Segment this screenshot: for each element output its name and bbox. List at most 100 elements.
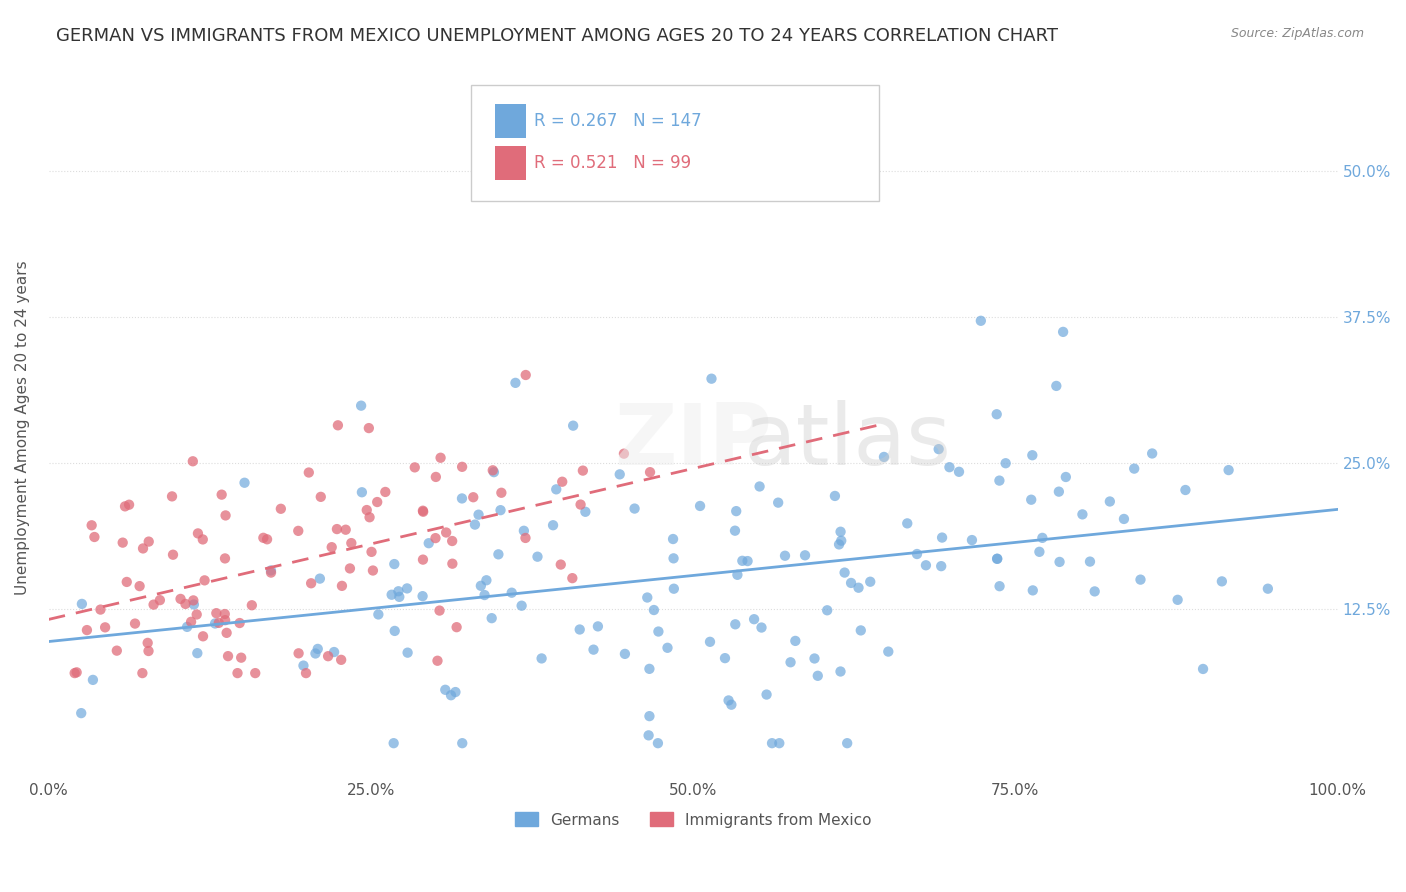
- Point: [725, 567, 748, 582]
- Point: [714, 651, 737, 665]
- Point: [367, 607, 389, 622]
- Point: [183, 593, 205, 607]
- Point: [938, 460, 960, 475]
- Point: [440, 688, 463, 702]
- Point: [181, 454, 204, 468]
- Point: [489, 503, 512, 517]
- Point: [486, 547, 509, 561]
- Point: [180, 615, 202, 629]
- Point: [647, 736, 669, 750]
- Point: [515, 531, 537, 545]
- Point: [270, 501, 292, 516]
- Point: [970, 314, 993, 328]
- Point: [70, 597, 93, 611]
- Point: [70, 706, 93, 720]
- Point: [830, 524, 852, 539]
- Point: [245, 666, 267, 681]
- Point: [848, 581, 870, 595]
- Point: [1084, 584, 1107, 599]
- Point: [451, 736, 474, 750]
- Point: [160, 489, 183, 503]
- Point: [530, 651, 553, 665]
- Point: [426, 654, 449, 668]
- Point: [1028, 545, 1050, 559]
- Point: [986, 551, 1008, 566]
- Point: [381, 588, 404, 602]
- Point: [105, 643, 128, 657]
- Point: [176, 620, 198, 634]
- Point: [481, 463, 503, 477]
- Point: [66, 665, 89, 680]
- Point: [905, 547, 928, 561]
- Point: [111, 535, 134, 549]
- Point: [873, 450, 896, 464]
- Point: [89, 602, 111, 616]
- Point: [124, 616, 146, 631]
- Point: [689, 499, 711, 513]
- Point: [83, 530, 105, 544]
- Point: [316, 649, 339, 664]
- Point: [1174, 483, 1197, 497]
- Point: [1049, 555, 1071, 569]
- Point: [429, 603, 451, 617]
- Point: [115, 574, 138, 589]
- Text: atlas: atlas: [744, 401, 952, 483]
- Point: [1071, 508, 1094, 522]
- Text: Source: ZipAtlas.com: Source: ZipAtlas.com: [1230, 27, 1364, 40]
- Point: [761, 736, 783, 750]
- Point: [231, 650, 253, 665]
- Point: [828, 537, 851, 551]
- Point: [80, 518, 103, 533]
- Point: [298, 466, 321, 480]
- Point: [785, 633, 807, 648]
- Point: [720, 698, 742, 712]
- Point: [742, 612, 765, 626]
- Point: [1031, 531, 1053, 545]
- Point: [412, 552, 434, 566]
- Point: [546, 483, 568, 497]
- Point: [724, 524, 747, 538]
- Point: [211, 488, 233, 502]
- Point: [299, 576, 322, 591]
- Point: [574, 505, 596, 519]
- Point: [215, 625, 238, 640]
- Point: [768, 736, 790, 750]
- Point: [755, 688, 778, 702]
- Point: [330, 579, 353, 593]
- Point: [474, 588, 496, 602]
- Point: [463, 490, 485, 504]
- Point: [988, 474, 1011, 488]
- Point: [384, 624, 406, 638]
- Point: [830, 533, 852, 548]
- Point: [382, 557, 405, 571]
- Point: [834, 566, 856, 580]
- Point: [877, 644, 900, 658]
- Text: GERMAN VS IMMIGRANTS FROM MEXICO UNEMPLOYMENT AMONG AGES 20 TO 24 YEARS CORRELAT: GERMAN VS IMMIGRANTS FROM MEXICO UNEMPLO…: [56, 27, 1059, 45]
- Point: [382, 736, 405, 750]
- Point: [748, 479, 770, 493]
- Point: [340, 536, 363, 550]
- Point: [214, 508, 236, 523]
- Point: [434, 525, 457, 540]
- Point: [1167, 592, 1189, 607]
- Point: [287, 646, 309, 660]
- Point: [205, 606, 228, 620]
- Point: [162, 548, 184, 562]
- Point: [374, 485, 396, 500]
- Point: [252, 531, 274, 545]
- Point: [550, 558, 572, 572]
- Point: [1019, 492, 1042, 507]
- Point: [412, 589, 434, 603]
- Point: [931, 531, 953, 545]
- Point: [360, 545, 382, 559]
- Point: [638, 465, 661, 479]
- Point: [388, 590, 411, 604]
- Point: [491, 485, 513, 500]
- Point: [256, 533, 278, 547]
- Point: [794, 549, 817, 563]
- Point: [824, 489, 846, 503]
- Point: [773, 549, 796, 563]
- Point: [174, 597, 197, 611]
- Point: [350, 485, 373, 500]
- Point: [1052, 325, 1074, 339]
